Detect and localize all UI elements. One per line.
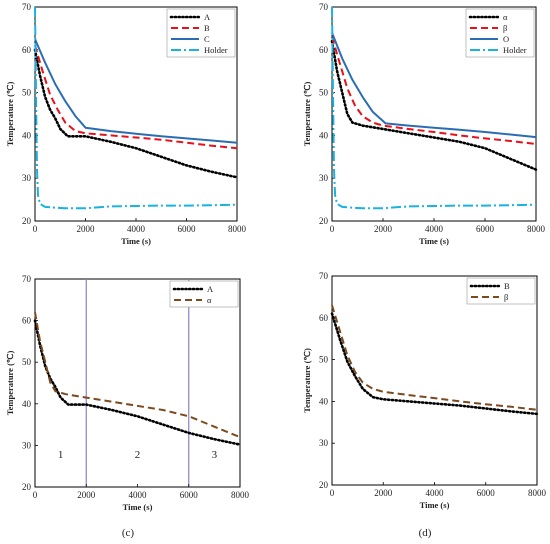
x-tick-label: 6000 <box>477 488 496 498</box>
x-tick-label: 6000 <box>476 224 495 234</box>
x-axis-label: Time (s) <box>121 236 151 246</box>
series-line-3 <box>34 6 238 210</box>
y-axis-label: Temperature (℃) <box>302 348 312 413</box>
y-tick-label: 60 <box>319 313 329 323</box>
series-line-0 <box>330 39 538 171</box>
y-tick-label: 20 <box>319 480 329 490</box>
y-axis-label: Temperature (℃) <box>5 351 15 416</box>
legend-label: O <box>503 34 509 44</box>
y-tick-label: 40 <box>22 399 32 409</box>
y-tick-label: 50 <box>22 357 32 367</box>
y-tick-label: 50 <box>22 88 32 98</box>
legend-label: β <box>504 292 508 302</box>
x-axis-label: Time (s) <box>420 500 450 510</box>
x-tick-label: 0 <box>330 488 335 498</box>
x-tick-label: 0 <box>33 224 38 234</box>
y-tick-label: 30 <box>319 438 329 448</box>
y-tick-label: 60 <box>22 45 32 55</box>
series-line-1 <box>34 312 241 439</box>
x-tick-label: 8000 <box>527 224 546 234</box>
x-tick-label: 4000 <box>426 488 445 498</box>
y-tick-label: 30 <box>319 173 329 183</box>
series-line-2 <box>331 32 537 139</box>
x-tick-label: 4000 <box>129 490 148 500</box>
region-label: 2 <box>135 449 141 461</box>
x-tick-label: 0 <box>330 224 335 234</box>
legend-box <box>466 277 536 305</box>
legend-label: Holder <box>204 45 228 55</box>
series-line-2 <box>34 38 238 144</box>
x-tick-label: 6000 <box>180 490 199 500</box>
x-tick-label: 2000 <box>374 224 393 234</box>
legend-label: B <box>504 281 510 291</box>
y-tick-label: 50 <box>319 88 329 98</box>
panel-caption: (c) <box>122 527 135 539</box>
legend-label: A <box>207 284 214 294</box>
y-tick-label: 30 <box>22 440 32 450</box>
y-tick-label: 30 <box>22 173 32 183</box>
series-line-0 <box>330 312 539 416</box>
y-tick-label: 70 <box>22 2 32 12</box>
y-tick-label: 20 <box>22 216 32 226</box>
plot-area <box>34 278 241 488</box>
x-tick-label: 2000 <box>374 488 393 498</box>
series-line-1 <box>331 36 537 145</box>
panel-caption: (d) <box>419 527 432 539</box>
x-tick-label: 0 <box>33 490 38 500</box>
y-tick-label: 20 <box>22 482 32 492</box>
x-tick-label: 4000 <box>127 224 146 234</box>
y-tick-label: 40 <box>319 396 329 406</box>
x-tick-label: 8000 <box>231 490 250 500</box>
series-line-1 <box>331 305 538 411</box>
y-tick-label: 40 <box>22 130 32 140</box>
series-line-3 <box>331 6 537 210</box>
region-label: 3 <box>212 449 218 461</box>
y-axis-label: Temperature (℃) <box>302 82 312 147</box>
x-tick-label: 4000 <box>425 224 444 234</box>
y-tick-label: 70 <box>319 271 329 281</box>
plot-area <box>331 275 538 486</box>
y-tick-label: 50 <box>319 355 329 365</box>
legend-label: C <box>204 34 210 44</box>
y-axis-label: Temperature (℃) <box>5 82 15 147</box>
y-tick-label: 40 <box>319 130 329 140</box>
y-tick-label: 60 <box>22 316 32 326</box>
region-label: 1 <box>58 449 64 461</box>
series-line-0 <box>33 48 239 179</box>
y-tick-label: 20 <box>319 216 329 226</box>
legend-label: A <box>204 12 211 22</box>
x-tick-label: 8000 <box>528 488 547 498</box>
x-tick-label: 2000 <box>77 224 96 234</box>
y-tick-label: 70 <box>22 274 32 284</box>
legend-label: B <box>204 23 210 33</box>
y-tick-label: 70 <box>319 2 329 12</box>
chart-panel-1: 20 30 40 50 60 70 0 2000 4000 6000 8000 Time (s) Tem… <box>5 2 247 294</box>
legend-label: Holder <box>503 45 527 55</box>
chart-panel-2: 20 30 40 50 60 70 0 2000 4000 6000 8000 Time (s) Tem… <box>302 2 546 294</box>
y-tick-label: 60 <box>319 45 329 55</box>
x-axis-label: Time (s) <box>419 236 449 246</box>
legend-label: α <box>207 295 212 305</box>
legend-label: β <box>503 23 507 33</box>
legend-box <box>169 280 239 308</box>
x-tick-label: 2000 <box>77 490 96 500</box>
x-tick-label: 6000 <box>178 224 197 234</box>
chart-panel-4: 20 30 40 50 60 70 0 2000 4000 6000 8000 Time (s) Tem… <box>302 271 547 539</box>
x-tick-label: 8000 <box>228 224 247 234</box>
x-axis-label: Time (s) <box>123 502 153 512</box>
chart-panel-3: 20 30 40 50 60 70 0 2000 4000 6000 8000 Time (s) Tem… <box>5 274 250 539</box>
legend-label: α <box>503 12 508 22</box>
